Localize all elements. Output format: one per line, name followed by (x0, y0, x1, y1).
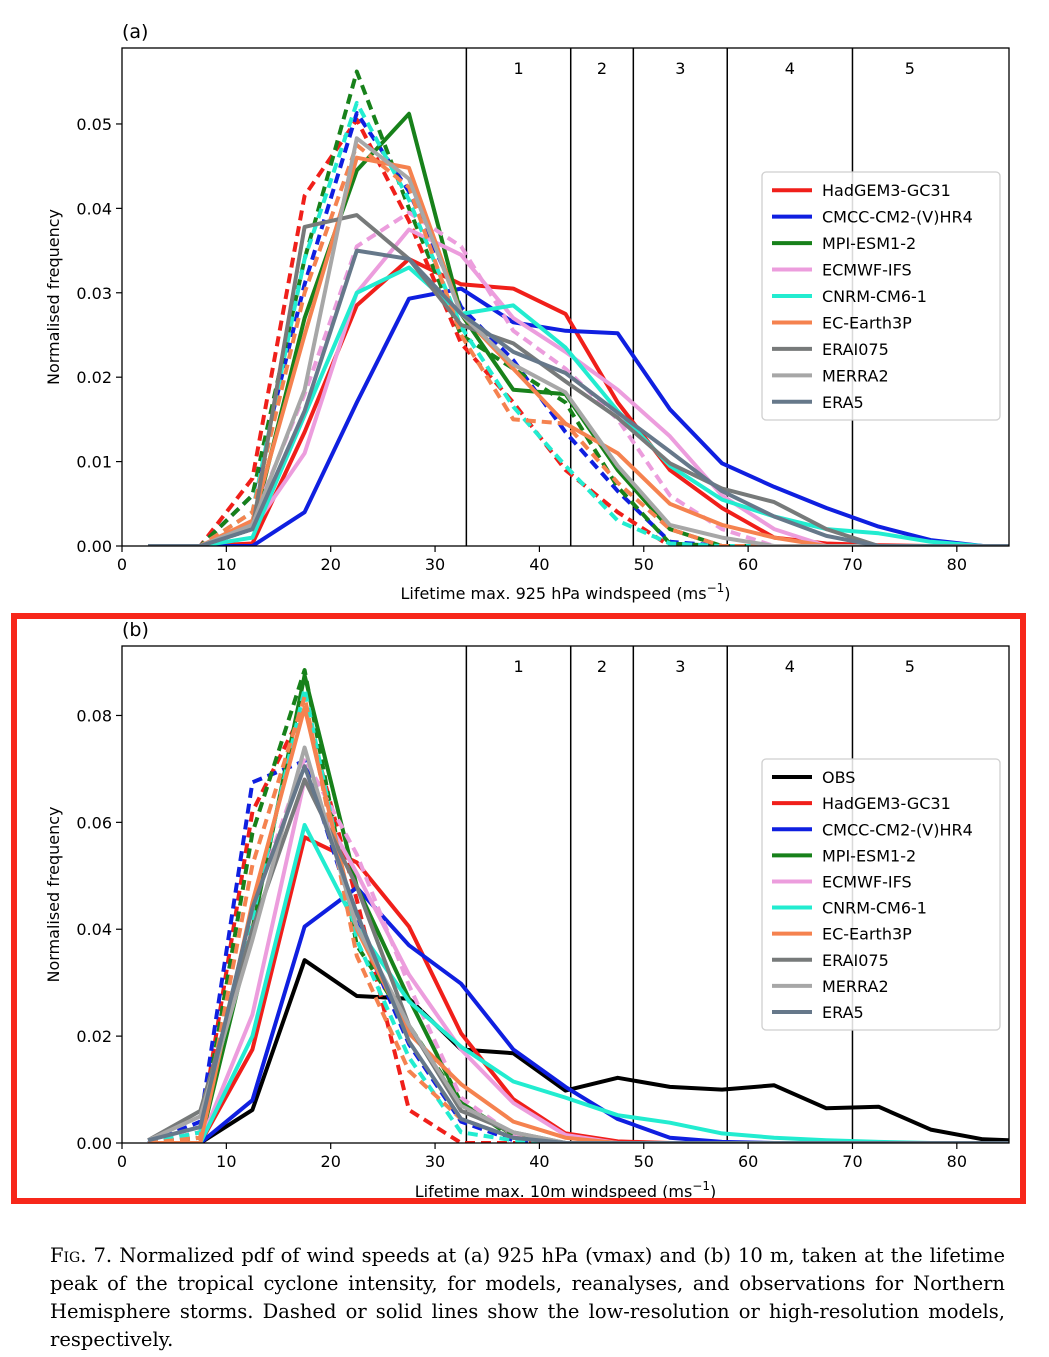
series-line-mpi-esm1-2-dashed (147, 668, 1009, 1143)
y-axis-label: Normalised frequency (44, 806, 63, 982)
x-axis-label: Lifetime max. 925 hPa windspeed (ms−1) (400, 581, 730, 603)
series-line-era5-solid (147, 764, 1009, 1143)
category-label: 3 (675, 59, 685, 78)
x-tick-label: 60 (738, 555, 758, 574)
y-tick-label: 0.03 (76, 284, 112, 303)
legend-entry-cnrm-cm6-1: CNRM-CM6-1 (822, 899, 927, 918)
caption-text: Normalized pdf of wind speeds at (a) 925… (50, 1243, 1006, 1351)
category-label: 4 (785, 59, 795, 78)
series-line-ec-earth3p-solid (148, 705, 1009, 1143)
category-label: 4 (785, 657, 795, 676)
legend-entry-cnrm-cm6-1: CNRM-CM6-1 (822, 287, 927, 306)
legend: HadGEM3-GC31 CMCC-CM2-(V)HR4 MPI-ESM1-2 ECM… (761, 171, 1001, 421)
series-line-cmcc-cm2-v-hr4-dashed (148, 111, 1009, 546)
series-group (147, 668, 1009, 1143)
category-label: 3 (675, 657, 685, 676)
x-tick-label: 20 (321, 1152, 341, 1171)
legend-entry-erai075: ERAI075 (822, 340, 889, 359)
legend-entry-era5: ERA5 (822, 1003, 864, 1022)
legend-entry-era5: ERA5 (822, 393, 864, 412)
x-tick-label: 10 (216, 555, 236, 574)
x-tick-label: 80 (947, 555, 967, 574)
x-tick-label: 0 (117, 1152, 127, 1171)
legend-entry-ecmwf-ifs: ECMWF-IFS (822, 872, 912, 891)
x-tick-label: 50 (634, 1152, 654, 1171)
category-label: 1 (513, 59, 523, 78)
legend-box (761, 171, 1001, 421)
x-tick-label: 30 (425, 555, 445, 574)
y-tick-label: 0.00 (76, 537, 112, 556)
series-group (148, 69, 1009, 546)
series-line-merra2-solid (148, 136, 1009, 546)
x-tick-label: 60 (738, 1152, 758, 1171)
legend-entry-ec-earth3p: EC-Earth3P (822, 925, 912, 944)
series-line-cnrm-cm6-1-dashed (148, 100, 1009, 546)
legend-entry-cmcc-cm2-v-hr4: CMCC-CM2-(V)HR4 (822, 208, 973, 227)
series-line-cnrm-cm6-1-solid (148, 265, 1009, 546)
legend-entry-mpi-esm1-2: MPI-ESM1-2 (822, 234, 916, 253)
panel-b: (b)1 2 3 4 50 10 20 30 40 50 60 70 800.000.020.040.0… (44, 619, 1010, 1201)
y-tick-label: 0.06 (76, 813, 112, 832)
legend: OBS HadGEM3-GC31 CMCC-CM2-(V)HR4 MPI-ESM1-2… (761, 758, 1001, 1031)
legend-entry-ec-earth3p: EC-Earth3P (822, 313, 912, 332)
axes-frame (121, 47, 1010, 547)
x-tick-label: 40 (529, 555, 549, 574)
legend-entry-erai075: ERAI075 (822, 951, 889, 970)
series-line-merra2-solid (147, 745, 1009, 1143)
series-line-era5-solid (148, 248, 1009, 546)
legend-entry-merra2: MERRA2 (822, 977, 889, 996)
legend-box (761, 758, 1001, 1031)
panel-label: (b) (122, 619, 149, 641)
series-line-cmcc-cm2-v-hr4-solid (148, 286, 1009, 546)
legend-entry-obs: OBS (822, 768, 855, 787)
legend-entry-hadgem3-gc31: HadGEM3-GC31 (822, 794, 951, 813)
x-tick-label: 80 (947, 1152, 967, 1171)
series-line-mpi-esm1-2-solid (148, 673, 1009, 1143)
y-tick-label: 0.01 (76, 453, 112, 472)
series-line-cnrm-cm6-1-dashed (147, 686, 1009, 1143)
panel-a: (a)1 2 3 4 50 10 20 30 40 50 60 70 800.000.010.020.0… (44, 21, 1010, 603)
category-label: 5 (905, 657, 915, 676)
panel-label: (a) (122, 21, 148, 43)
y-axis-label: Normalised frequency (44, 209, 63, 385)
y-tick-label: 0.04 (76, 199, 112, 218)
series-line-mpi-esm1-2-dashed (148, 69, 1009, 546)
x-tick-label: 10 (216, 1152, 236, 1171)
x-tick-label: 70 (842, 1152, 862, 1171)
x-tick-label: 70 (842, 555, 862, 574)
category-label: 5 (905, 59, 915, 78)
figure-caption: Fig. 7. Normalized pdf of wind speeds at… (50, 1242, 1005, 1354)
x-tick-label: 30 (425, 1152, 445, 1171)
legend-entry-cmcc-cm2-v-hr4: CMCC-CM2-(V)HR4 (822, 820, 973, 839)
x-tick-label: 40 (529, 1152, 549, 1171)
series-line-ecmwf-ifs-solid (148, 227, 1009, 546)
legend-entry-hadgem3-gc31: HadGEM3-GC31 (822, 181, 951, 200)
x-axis-label: Lifetime max. 10m windspeed (ms−1) (415, 1179, 717, 1201)
category-label: 2 (597, 657, 607, 676)
series-line-ec-earth3p-solid (148, 155, 1009, 546)
legend-entry-merra2: MERRA2 (822, 366, 889, 385)
y-tick-label: 0.08 (76, 706, 112, 725)
series-line-erai075-solid (147, 777, 1009, 1143)
y-tick-label: 0.02 (76, 1027, 112, 1046)
series-line-cmcc-cm2-v-hr4-solid (148, 885, 1009, 1143)
x-tick-label: 20 (321, 555, 341, 574)
axes-frame (121, 645, 1010, 1144)
series-line-erai075-solid (148, 213, 1009, 546)
y-tick-label: 0.02 (76, 368, 112, 387)
figure: (a)1 2 3 4 50 10 20 30 40 50 60 70 800.000.010.020.0… (44, 21, 1010, 1201)
y-tick-label: 0.00 (76, 1134, 112, 1153)
x-tick-label: 0 (117, 555, 127, 574)
y-tick-label: 0.05 (76, 115, 112, 134)
category-label: 1 (513, 657, 523, 676)
legend-entry-mpi-esm1-2: MPI-ESM1-2 (822, 846, 916, 865)
category-label: 2 (597, 59, 607, 78)
x-tick-label: 50 (634, 555, 654, 574)
series-line-obs-solid (148, 958, 1009, 1143)
y-tick-label: 0.04 (76, 920, 112, 939)
legend-entry-ecmwf-ifs: ECMWF-IFS (822, 261, 912, 280)
caption-label: Fig. 7. (50, 1243, 113, 1267)
